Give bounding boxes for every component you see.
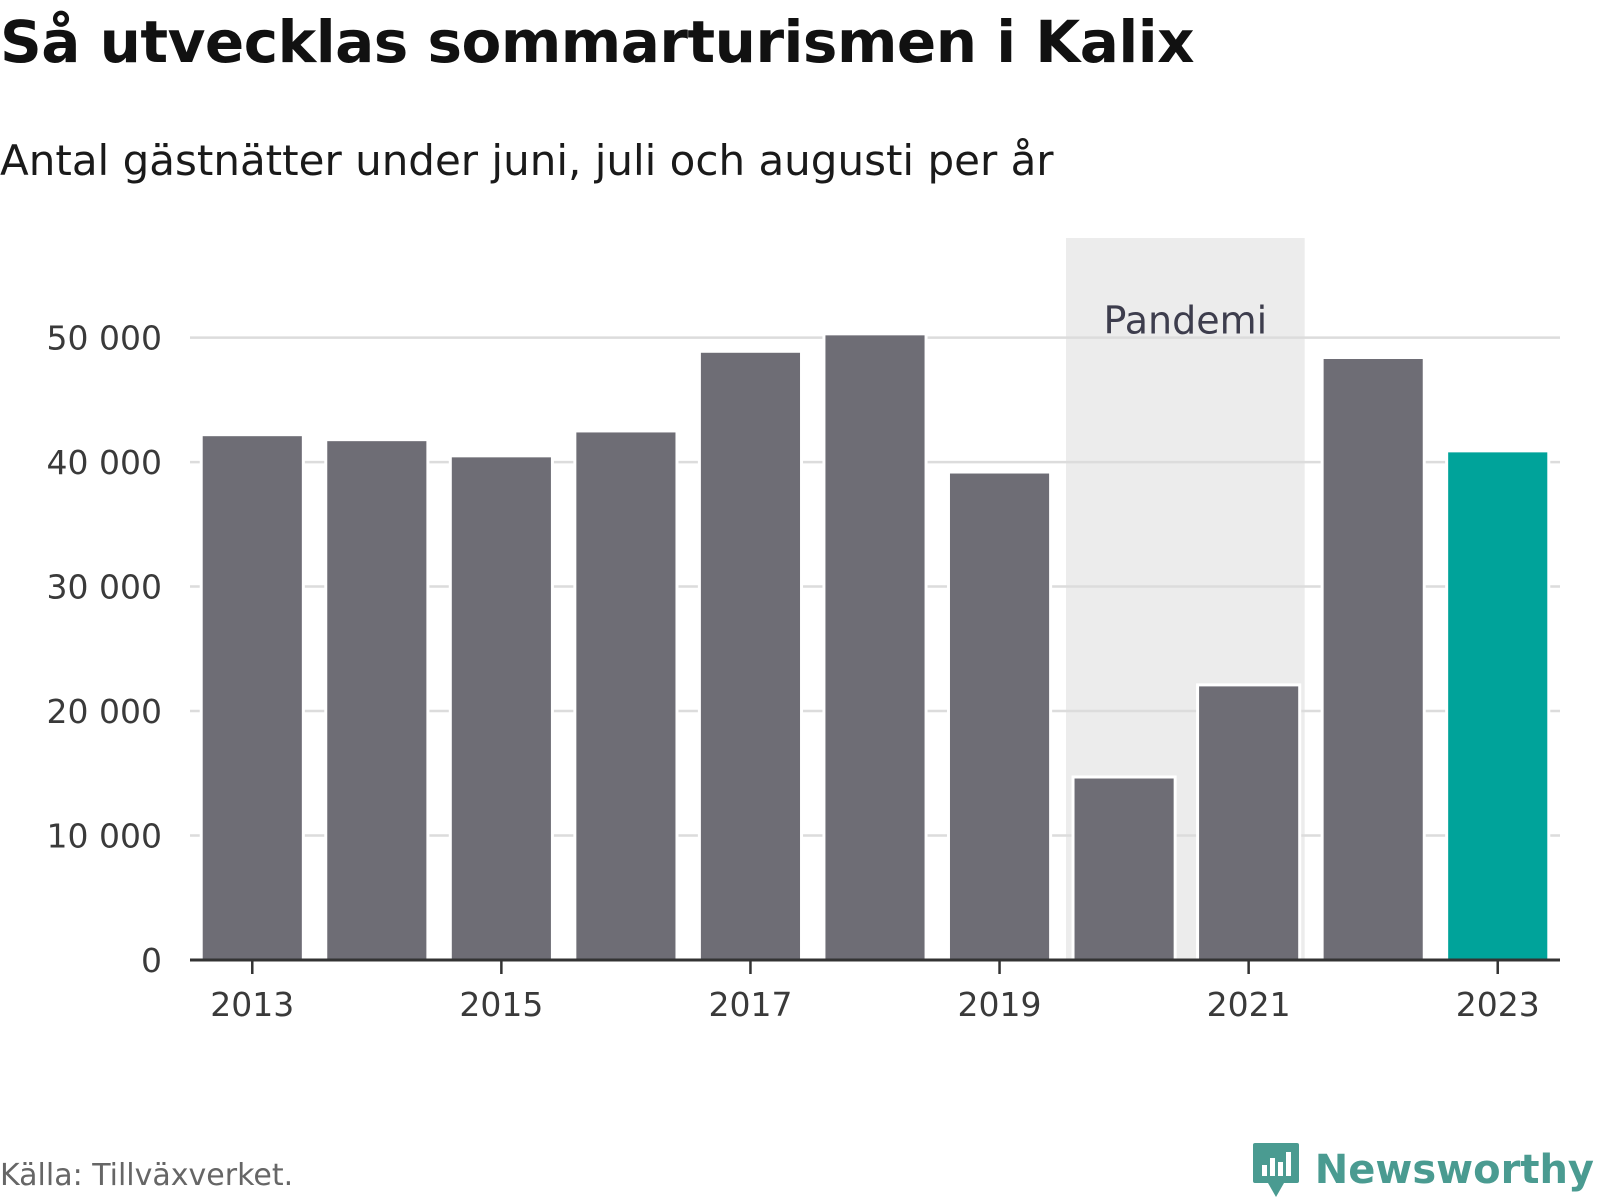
pandemic-label: Pandemi <box>1104 299 1268 343</box>
x-axis-labels: 2013 2015 2017 2019 2021 2023 <box>210 985 1539 1024</box>
source-note: Källa: Tillväxverket. <box>0 1158 294 1193</box>
y-tick-label: 0 <box>141 941 162 980</box>
bar-2017 <box>697 349 804 962</box>
newsworthy-logo-icon <box>1252 1143 1299 1197</box>
x-tick-label: 2017 <box>708 985 792 1024</box>
bar-2020 <box>1071 775 1177 962</box>
x-tick-label: 2019 <box>958 985 1042 1024</box>
x-tick-label: 2013 <box>210 985 294 1024</box>
bar-2013 <box>199 433 305 962</box>
y-tick-label: 30 000 <box>47 568 162 607</box>
bars <box>199 332 1551 962</box>
chart-subtitle: Antal gästnätter under juni, juli och au… <box>0 136 1054 185</box>
bar-2016 <box>573 429 679 962</box>
bar-2022 <box>1320 356 1426 962</box>
bar-2015 <box>448 454 554 962</box>
y-tick-label: 50 000 <box>47 319 162 358</box>
chart-title: Så utvecklas sommarturismen i Kalix <box>0 8 1195 76</box>
brand-name: Newsworthy <box>1314 1147 1594 1193</box>
x-axis <box>190 958 1560 974</box>
x-tick-label: 2023 <box>1456 985 1540 1024</box>
y-axis-labels: 0 10 000 20 000 30 000 40 000 50 000 <box>47 319 162 980</box>
y-tick-label: 10 000 <box>47 817 162 856</box>
bar-2019 <box>946 470 1053 962</box>
bar-2021 <box>1196 683 1302 962</box>
x-tick-label: 2021 <box>1207 985 1291 1024</box>
y-tick-label: 40 000 <box>47 443 162 482</box>
bar-2023 <box>1445 449 1551 962</box>
x-tick-label: 2015 <box>459 985 543 1024</box>
bar-2014 <box>324 438 430 962</box>
brand-logo: Newsworthy <box>1251 1140 1594 1200</box>
y-tick-label: 20 000 <box>47 692 162 731</box>
bar-2018 <box>822 332 928 962</box>
